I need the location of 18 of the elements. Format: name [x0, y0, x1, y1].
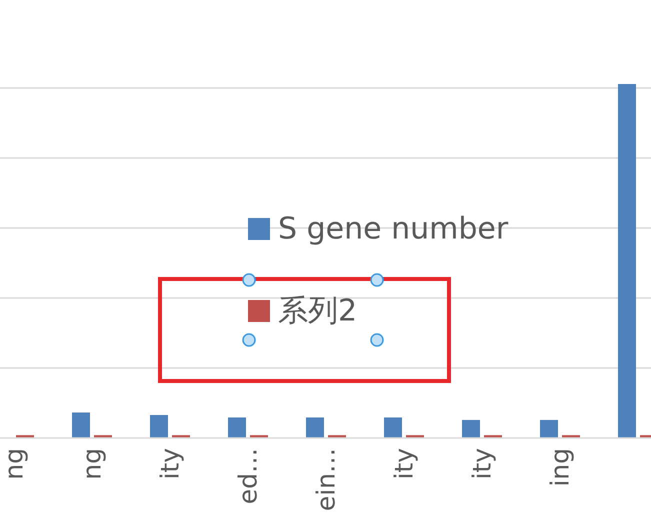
x-tick-label: ng	[0, 448, 28, 480]
x-tick-label: ein…	[312, 448, 340, 512]
x-tick-label: ity	[468, 448, 496, 480]
bar	[618, 84, 636, 438]
bar	[462, 420, 480, 438]
bar	[72, 412, 90, 438]
bar	[384, 417, 402, 438]
bar	[150, 414, 168, 438]
x-tick-label: ity	[156, 448, 184, 480]
legend-label: S gene number	[278, 212, 509, 246]
x-tick-label: ng	[78, 448, 106, 480]
x-tick-label: ing	[546, 448, 574, 487]
bar	[540, 420, 558, 438]
x-tick-label: ity	[390, 448, 418, 480]
legend-label: 系列2	[278, 294, 358, 328]
bar	[228, 417, 246, 438]
x-tick-label: ed…	[234, 448, 262, 504]
bar	[306, 417, 324, 438]
